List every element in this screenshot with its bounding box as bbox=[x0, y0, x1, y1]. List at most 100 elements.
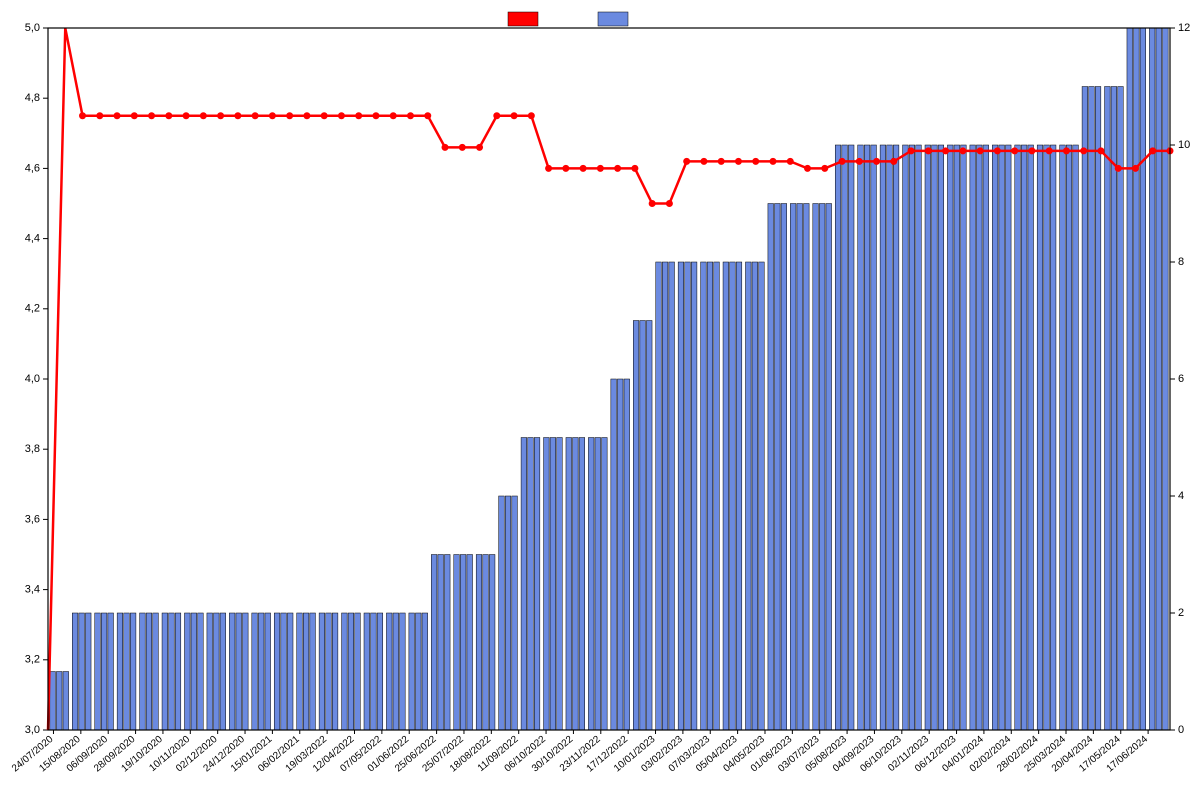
line-marker bbox=[1097, 147, 1104, 154]
bar bbox=[483, 555, 489, 731]
line-marker bbox=[666, 200, 673, 207]
line-marker bbox=[890, 158, 897, 165]
bar bbox=[521, 438, 527, 731]
bar bbox=[319, 613, 325, 730]
bar bbox=[678, 262, 684, 730]
bar bbox=[544, 438, 550, 731]
bar bbox=[1156, 28, 1162, 730]
bar bbox=[1149, 28, 1155, 730]
bar bbox=[56, 672, 62, 731]
bar bbox=[371, 613, 377, 730]
bar bbox=[438, 555, 444, 731]
line-marker bbox=[769, 158, 776, 165]
line-marker bbox=[787, 158, 794, 165]
bar bbox=[871, 145, 877, 730]
bar bbox=[310, 613, 316, 730]
bar bbox=[512, 496, 518, 730]
line-marker bbox=[183, 112, 190, 119]
bar bbox=[579, 438, 585, 731]
bar bbox=[925, 145, 931, 730]
bar bbox=[243, 613, 249, 730]
bar bbox=[146, 613, 152, 730]
line-marker bbox=[631, 165, 638, 172]
bar bbox=[303, 613, 309, 730]
line-marker bbox=[908, 147, 915, 154]
bar bbox=[1163, 28, 1169, 730]
bar bbox=[207, 613, 213, 730]
bar bbox=[377, 613, 383, 730]
line-marker bbox=[511, 112, 518, 119]
bar bbox=[386, 613, 392, 730]
line-marker bbox=[459, 144, 466, 151]
line-marker bbox=[476, 144, 483, 151]
bar bbox=[297, 613, 303, 730]
line-marker bbox=[338, 112, 345, 119]
y-right-tick-label: 10 bbox=[1178, 139, 1190, 151]
bar bbox=[595, 438, 601, 731]
bar bbox=[393, 613, 399, 730]
bar bbox=[790, 204, 796, 731]
bar bbox=[460, 555, 466, 731]
bar bbox=[489, 555, 495, 731]
line-marker bbox=[821, 165, 828, 172]
bar bbox=[909, 145, 915, 730]
line-marker bbox=[372, 112, 379, 119]
bar bbox=[124, 613, 130, 730]
bar bbox=[781, 204, 787, 731]
bar bbox=[415, 613, 421, 730]
bar bbox=[573, 438, 579, 731]
line-marker bbox=[597, 165, 604, 172]
y-left-tick-label: 4,0 bbox=[25, 373, 40, 385]
bar bbox=[947, 145, 953, 730]
combo-chart: 3,03,23,43,63,84,04,24,44,64,85,00246810… bbox=[0, 0, 1200, 800]
bar bbox=[893, 145, 899, 730]
bar bbox=[287, 613, 293, 730]
line-marker bbox=[977, 147, 984, 154]
bar bbox=[1066, 145, 1072, 730]
bar bbox=[1089, 87, 1095, 731]
bar bbox=[348, 613, 354, 730]
bar bbox=[72, 613, 78, 730]
bar bbox=[662, 262, 668, 730]
bar bbox=[588, 438, 594, 731]
line-marker bbox=[580, 165, 587, 172]
bar bbox=[903, 145, 909, 730]
bar bbox=[633, 321, 639, 731]
bar bbox=[1050, 145, 1056, 730]
line-marker bbox=[234, 112, 241, 119]
bar bbox=[198, 613, 204, 730]
bar bbox=[342, 613, 348, 730]
line-marker bbox=[114, 112, 121, 119]
bar bbox=[797, 204, 803, 731]
bar bbox=[1118, 87, 1124, 731]
bar bbox=[983, 145, 989, 730]
bar bbox=[691, 262, 697, 730]
line-marker bbox=[442, 144, 449, 151]
bar bbox=[252, 613, 258, 730]
y-right-tick-label: 2 bbox=[1178, 607, 1184, 619]
bar bbox=[1015, 145, 1021, 730]
bar bbox=[976, 145, 982, 730]
bar bbox=[117, 613, 123, 730]
bar bbox=[759, 262, 765, 730]
bar bbox=[880, 145, 886, 730]
line-marker bbox=[286, 112, 293, 119]
y-right-tick-label: 4 bbox=[1178, 490, 1184, 502]
bar bbox=[1073, 145, 1079, 730]
y-left-tick-label: 4,2 bbox=[25, 303, 40, 315]
bar bbox=[184, 613, 190, 730]
line-marker bbox=[562, 165, 569, 172]
bar bbox=[954, 145, 960, 730]
line-marker bbox=[1132, 165, 1139, 172]
bar bbox=[566, 438, 572, 731]
line-marker bbox=[959, 147, 966, 154]
bar bbox=[214, 613, 220, 730]
bar bbox=[1111, 87, 1117, 731]
bar bbox=[611, 379, 617, 730]
bar bbox=[848, 145, 854, 730]
line-marker bbox=[407, 112, 414, 119]
bar bbox=[640, 321, 646, 731]
line-marker bbox=[424, 112, 431, 119]
bar bbox=[819, 204, 825, 731]
line-marker bbox=[1028, 147, 1035, 154]
